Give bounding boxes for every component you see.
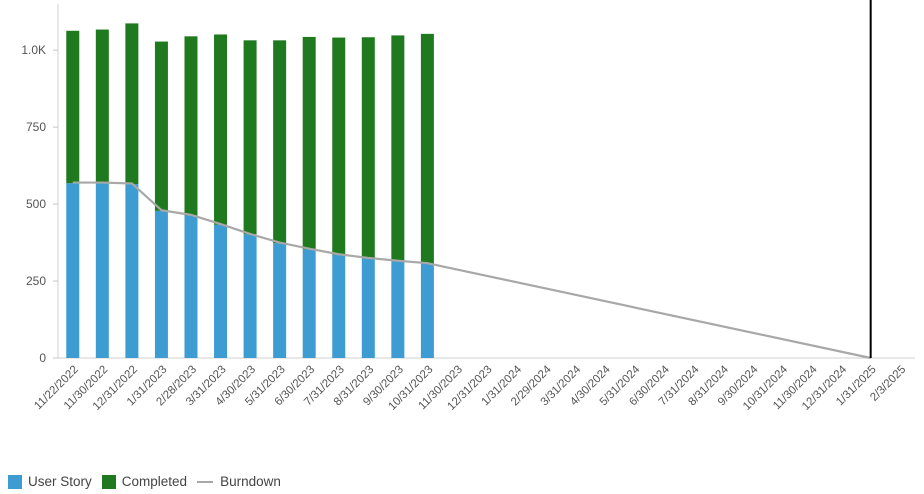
legend-label-completed: Completed [121,474,188,489]
bar-user-story[interactable] [154,210,168,358]
bar-completed[interactable] [273,40,287,244]
bar-completed[interactable] [243,40,257,235]
y-tick-label: 750 [26,120,46,134]
legend: User Story Completed Burndown [8,474,291,489]
bar-completed[interactable] [420,33,434,264]
legend-label-burndown: Burndown [220,474,281,489]
burndown-line[interactable] [72,181,871,360]
legend-item-completed[interactable]: Completed [101,474,188,489]
bar-completed[interactable] [391,35,405,262]
legend-swatch-user-story [8,474,22,489]
bar-user-story[interactable] [125,184,139,358]
legend-label-user-story: User Story [28,474,92,489]
bar-user-story[interactable] [95,182,109,358]
bar-completed[interactable] [95,29,109,183]
bar-user-story[interactable] [361,258,375,358]
bar-completed[interactable] [332,37,346,255]
bar-completed[interactable] [154,41,168,211]
legend-swatch-burndown [197,480,214,483]
y-tick-label: 250 [26,274,46,288]
y-tick-label: 0 [39,351,46,365]
x-axis: 11/22/202211/30/202212/31/20221/31/20232… [32,357,915,413]
bar-completed[interactable] [302,36,316,250]
bar-user-story[interactable] [332,254,346,358]
bars [66,23,434,358]
bar-completed[interactable] [125,23,139,185]
y-tick-label: 1.0K [21,43,46,57]
bar-user-story[interactable] [214,224,228,358]
bar-user-story[interactable] [391,261,405,358]
bar-completed[interactable] [361,37,375,259]
bar-user-story[interactable] [243,234,257,358]
burndown-chart: 0 250 500 750 1.0K 11/22/202211/30/202212/31… [21,0,915,413]
legend-swatch-completed [101,474,116,489]
bar-completed[interactable] [184,36,198,216]
bar-user-story[interactable] [184,215,198,358]
legend-item-burndown[interactable]: Burndown [197,474,281,489]
bar-user-story[interactable] [420,263,434,358]
bar-completed[interactable] [214,34,228,225]
bar-completed[interactable] [66,30,80,184]
burndown-line-group [72,181,871,360]
y-axis: 0 250 500 750 1.0K [21,4,59,365]
bar-user-story[interactable] [273,243,287,358]
legend-item-user-story[interactable]: User Story [8,474,92,489]
y-tick-label: 500 [26,197,46,211]
bar-user-story[interactable] [302,249,316,358]
bar-user-story[interactable] [66,183,80,358]
